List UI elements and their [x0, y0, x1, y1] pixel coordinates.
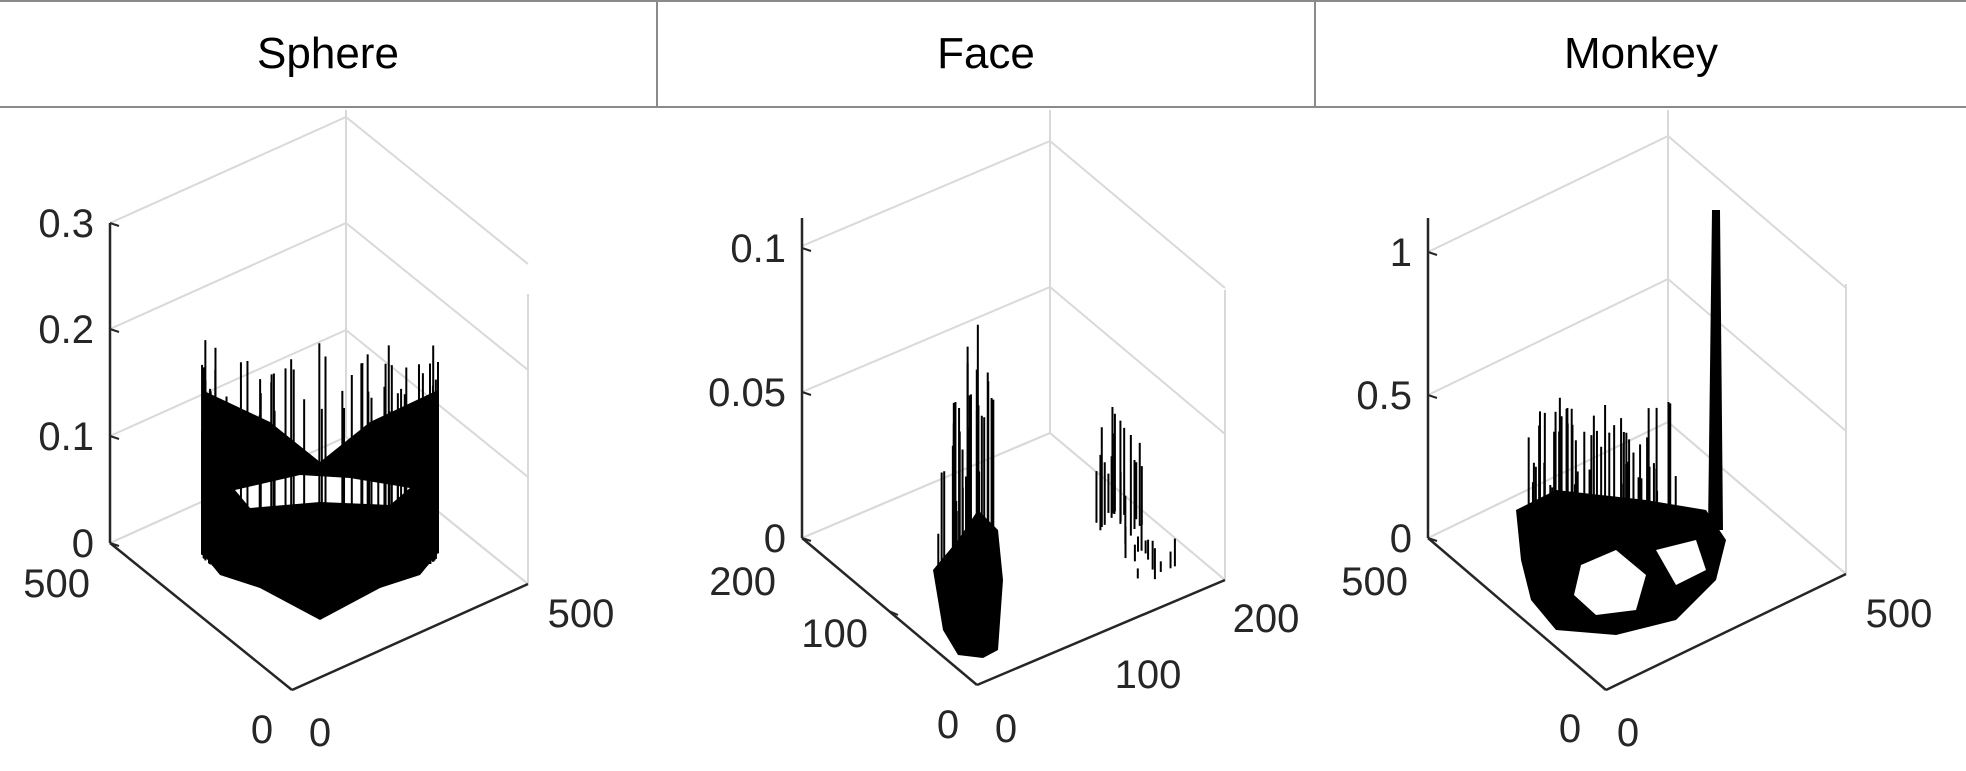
y-tick: [888, 610, 899, 616]
grid-line: [1667, 135, 1847, 289]
grid-line: [1427, 135, 1669, 253]
x-tick-label: 500: [548, 592, 615, 636]
grid-line: [1049, 432, 1226, 581]
header-divider: [656, 0, 658, 108]
x-tick-label: 100: [1115, 653, 1182, 697]
grid-line: [1049, 286, 1226, 435]
z-tick: [109, 222, 120, 227]
y-tick-label: 500: [23, 562, 90, 606]
x-tick-label: 500: [1866, 592, 1933, 636]
z-tick: [109, 328, 120, 333]
grid-line: [109, 222, 347, 330]
grid-line: [1427, 278, 1669, 396]
y-tick-label: 200: [709, 560, 776, 604]
grid-line: [801, 140, 1051, 247]
grid-line: [1427, 421, 1669, 539]
z-tick: [109, 542, 120, 547]
surface-spike-tall: [1708, 210, 1723, 530]
y-axis: [1427, 537, 1607, 691]
z-tick-label: 0.5: [1356, 374, 1412, 418]
grid-line: [345, 116, 529, 265]
x-axis: [1605, 572, 1847, 692]
grid-line: [109, 116, 347, 224]
y-tick-label: 0: [937, 703, 959, 747]
header-row: Sphere Face Monkey: [0, 0, 1966, 110]
z-tick-label: 0: [764, 517, 786, 561]
z-tick: [1427, 394, 1438, 399]
surface-highlight: [1656, 540, 1706, 585]
z-tick: [801, 537, 812, 542]
grid-line: [801, 286, 1051, 393]
x-tick-label: 200: [1233, 597, 1300, 641]
grid-line: [1667, 278, 1847, 432]
z-tick-label: 1: [1390, 231, 1412, 275]
panel-monkey: 1 0.5 0 500 0 0 500: [1316, 110, 1966, 771]
z-tick-label: 0: [72, 522, 94, 566]
z-tick-label: 0.05: [708, 371, 786, 415]
panel-title-face: Face: [658, 0, 1314, 108]
z-tick: [801, 247, 812, 252]
z-tick: [1427, 537, 1438, 542]
panel-sphere: 0.3 0.2 0.1 0 500 0 0 500: [0, 110, 656, 771]
grid-line: [345, 222, 529, 371]
y-tick-label: 0: [251, 708, 273, 752]
surface-highlight: [1574, 550, 1646, 615]
y-tick-label: 100: [801, 612, 868, 656]
panel-face: 0.1 0.05 0 200 100 0 0 100 200: [658, 110, 1314, 771]
x-axis: [291, 582, 529, 692]
grid-line: [1667, 421, 1847, 575]
grid-line: [801, 432, 1051, 539]
z-tick: [801, 391, 812, 396]
y-axis: [109, 542, 293, 691]
x-tick-label: 0: [1617, 711, 1639, 755]
z-tick-label: 0: [1390, 517, 1412, 561]
grid-line: [109, 329, 347, 437]
z-tick-label: 0.3: [38, 202, 94, 246]
x-axis: [976, 578, 1226, 687]
grid-line: [1049, 140, 1226, 289]
panel-title-sphere: Sphere: [0, 0, 656, 108]
panel-title-monkey: Monkey: [1316, 0, 1966, 108]
x-tick-label: 0: [309, 711, 331, 755]
z-tick-label: 0.1: [38, 415, 94, 459]
y-tick-label: 500: [1341, 560, 1408, 604]
z-tick-label: 0.2: [38, 308, 94, 352]
x-tick-label: 0: [995, 707, 1017, 751]
z-tick-label: 0.1: [730, 227, 786, 271]
y-tick-label: 0: [1559, 707, 1581, 751]
header-divider: [1314, 0, 1316, 108]
z-tick: [1427, 251, 1438, 256]
z-tick: [109, 435, 120, 440]
